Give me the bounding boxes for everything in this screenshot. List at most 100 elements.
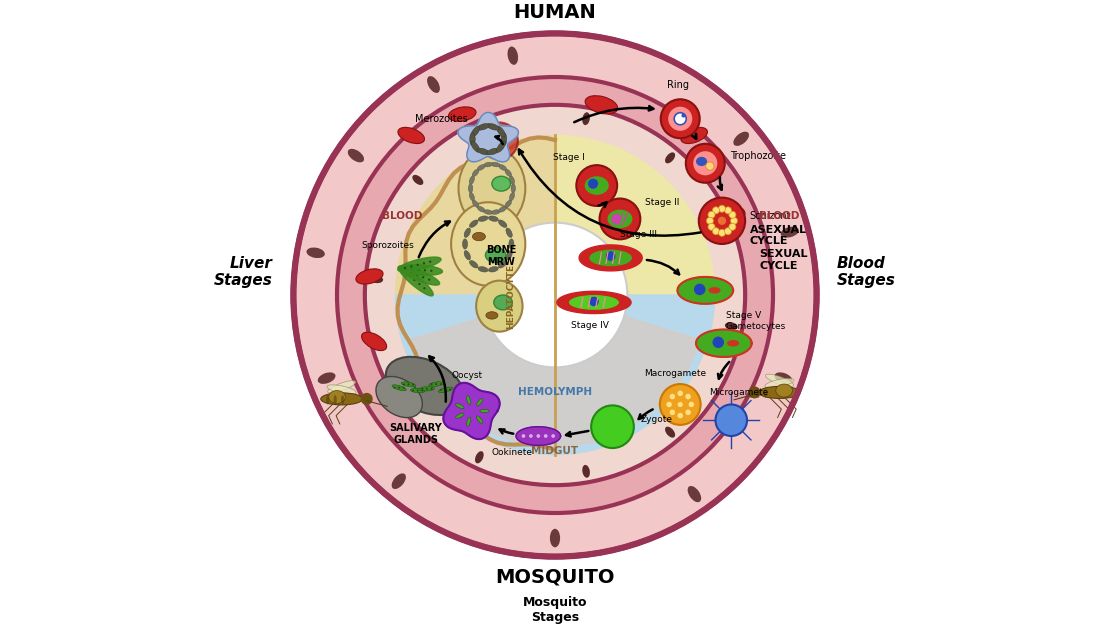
Ellipse shape [438,387,453,392]
Ellipse shape [486,312,498,319]
Ellipse shape [468,184,473,193]
Ellipse shape [476,416,483,424]
Circle shape [365,105,745,485]
Ellipse shape [455,404,464,409]
Circle shape [688,402,694,407]
Circle shape [394,387,395,389]
Circle shape [428,278,431,281]
Circle shape [713,228,719,235]
Circle shape [422,276,424,278]
Ellipse shape [505,169,512,177]
Circle shape [424,269,426,271]
Ellipse shape [717,204,745,219]
Circle shape [440,383,442,385]
Ellipse shape [506,250,513,260]
Text: Sporozoites: Sporozoites [362,241,414,250]
Circle shape [729,212,736,218]
Circle shape [426,388,428,390]
Circle shape [708,212,715,218]
Text: Macrogamete: Macrogamete [645,369,707,378]
Circle shape [674,113,686,125]
Ellipse shape [317,373,335,384]
Text: Trophozoite: Trophozoite [730,151,786,161]
Text: Schizont: Schizont [749,211,791,221]
Circle shape [416,389,418,391]
Ellipse shape [665,152,675,163]
Ellipse shape [476,281,523,331]
Circle shape [669,394,675,399]
Text: Liver
Stages: Liver Stages [214,256,273,288]
Ellipse shape [780,227,799,238]
Ellipse shape [484,210,493,215]
Circle shape [552,434,555,438]
Circle shape [404,268,406,270]
Ellipse shape [680,127,707,144]
Circle shape [404,267,406,269]
Ellipse shape [470,261,478,268]
Ellipse shape [708,287,720,294]
Ellipse shape [333,395,336,404]
Circle shape [431,270,433,272]
Circle shape [659,384,700,425]
Ellipse shape [506,228,513,238]
Ellipse shape [492,162,500,167]
Circle shape [398,387,400,389]
Ellipse shape [401,382,416,387]
Ellipse shape [326,395,330,404]
Circle shape [729,223,736,230]
Text: BLOOD: BLOOD [759,211,799,221]
Ellipse shape [765,378,794,388]
Polygon shape [398,266,433,296]
Ellipse shape [509,192,515,201]
Circle shape [685,409,690,415]
Text: HEPATOCYTE: HEPATOCYTE [506,265,515,329]
Ellipse shape [549,529,561,547]
Ellipse shape [394,380,406,389]
Circle shape [435,383,437,385]
Circle shape [706,162,714,170]
Ellipse shape [427,76,440,93]
Ellipse shape [498,261,507,268]
Ellipse shape [498,207,506,212]
Circle shape [408,275,411,277]
Ellipse shape [494,295,513,310]
Ellipse shape [727,340,739,346]
Ellipse shape [370,276,383,283]
Text: Merozoites: Merozoites [415,114,468,124]
Circle shape [677,402,683,407]
Ellipse shape [470,176,474,184]
Circle shape [522,434,525,438]
Circle shape [699,198,745,244]
Circle shape [730,217,737,224]
Ellipse shape [470,133,475,145]
Ellipse shape [471,141,480,152]
Text: Oocyst: Oocyst [452,371,483,380]
Circle shape [589,296,598,306]
Circle shape [407,384,410,386]
Polygon shape [398,265,443,275]
Ellipse shape [665,427,675,437]
Polygon shape [555,135,715,454]
Circle shape [660,99,699,139]
Circle shape [748,386,760,399]
Text: Blood
Stages: Blood Stages [837,256,896,288]
Ellipse shape [428,382,444,386]
Circle shape [431,383,433,385]
Text: Ring: Ring [667,80,689,90]
Ellipse shape [687,486,702,502]
Circle shape [576,165,617,206]
Ellipse shape [480,409,490,412]
Circle shape [666,402,672,407]
Text: Ookinete: Ookinete [492,448,533,457]
Ellipse shape [327,381,355,393]
Ellipse shape [386,357,464,415]
Ellipse shape [583,112,589,125]
Ellipse shape [477,124,490,130]
Ellipse shape [471,126,480,137]
Circle shape [682,114,686,117]
Ellipse shape [585,95,617,114]
Circle shape [404,269,406,271]
Ellipse shape [329,391,345,404]
Polygon shape [458,112,518,162]
Circle shape [694,284,706,295]
